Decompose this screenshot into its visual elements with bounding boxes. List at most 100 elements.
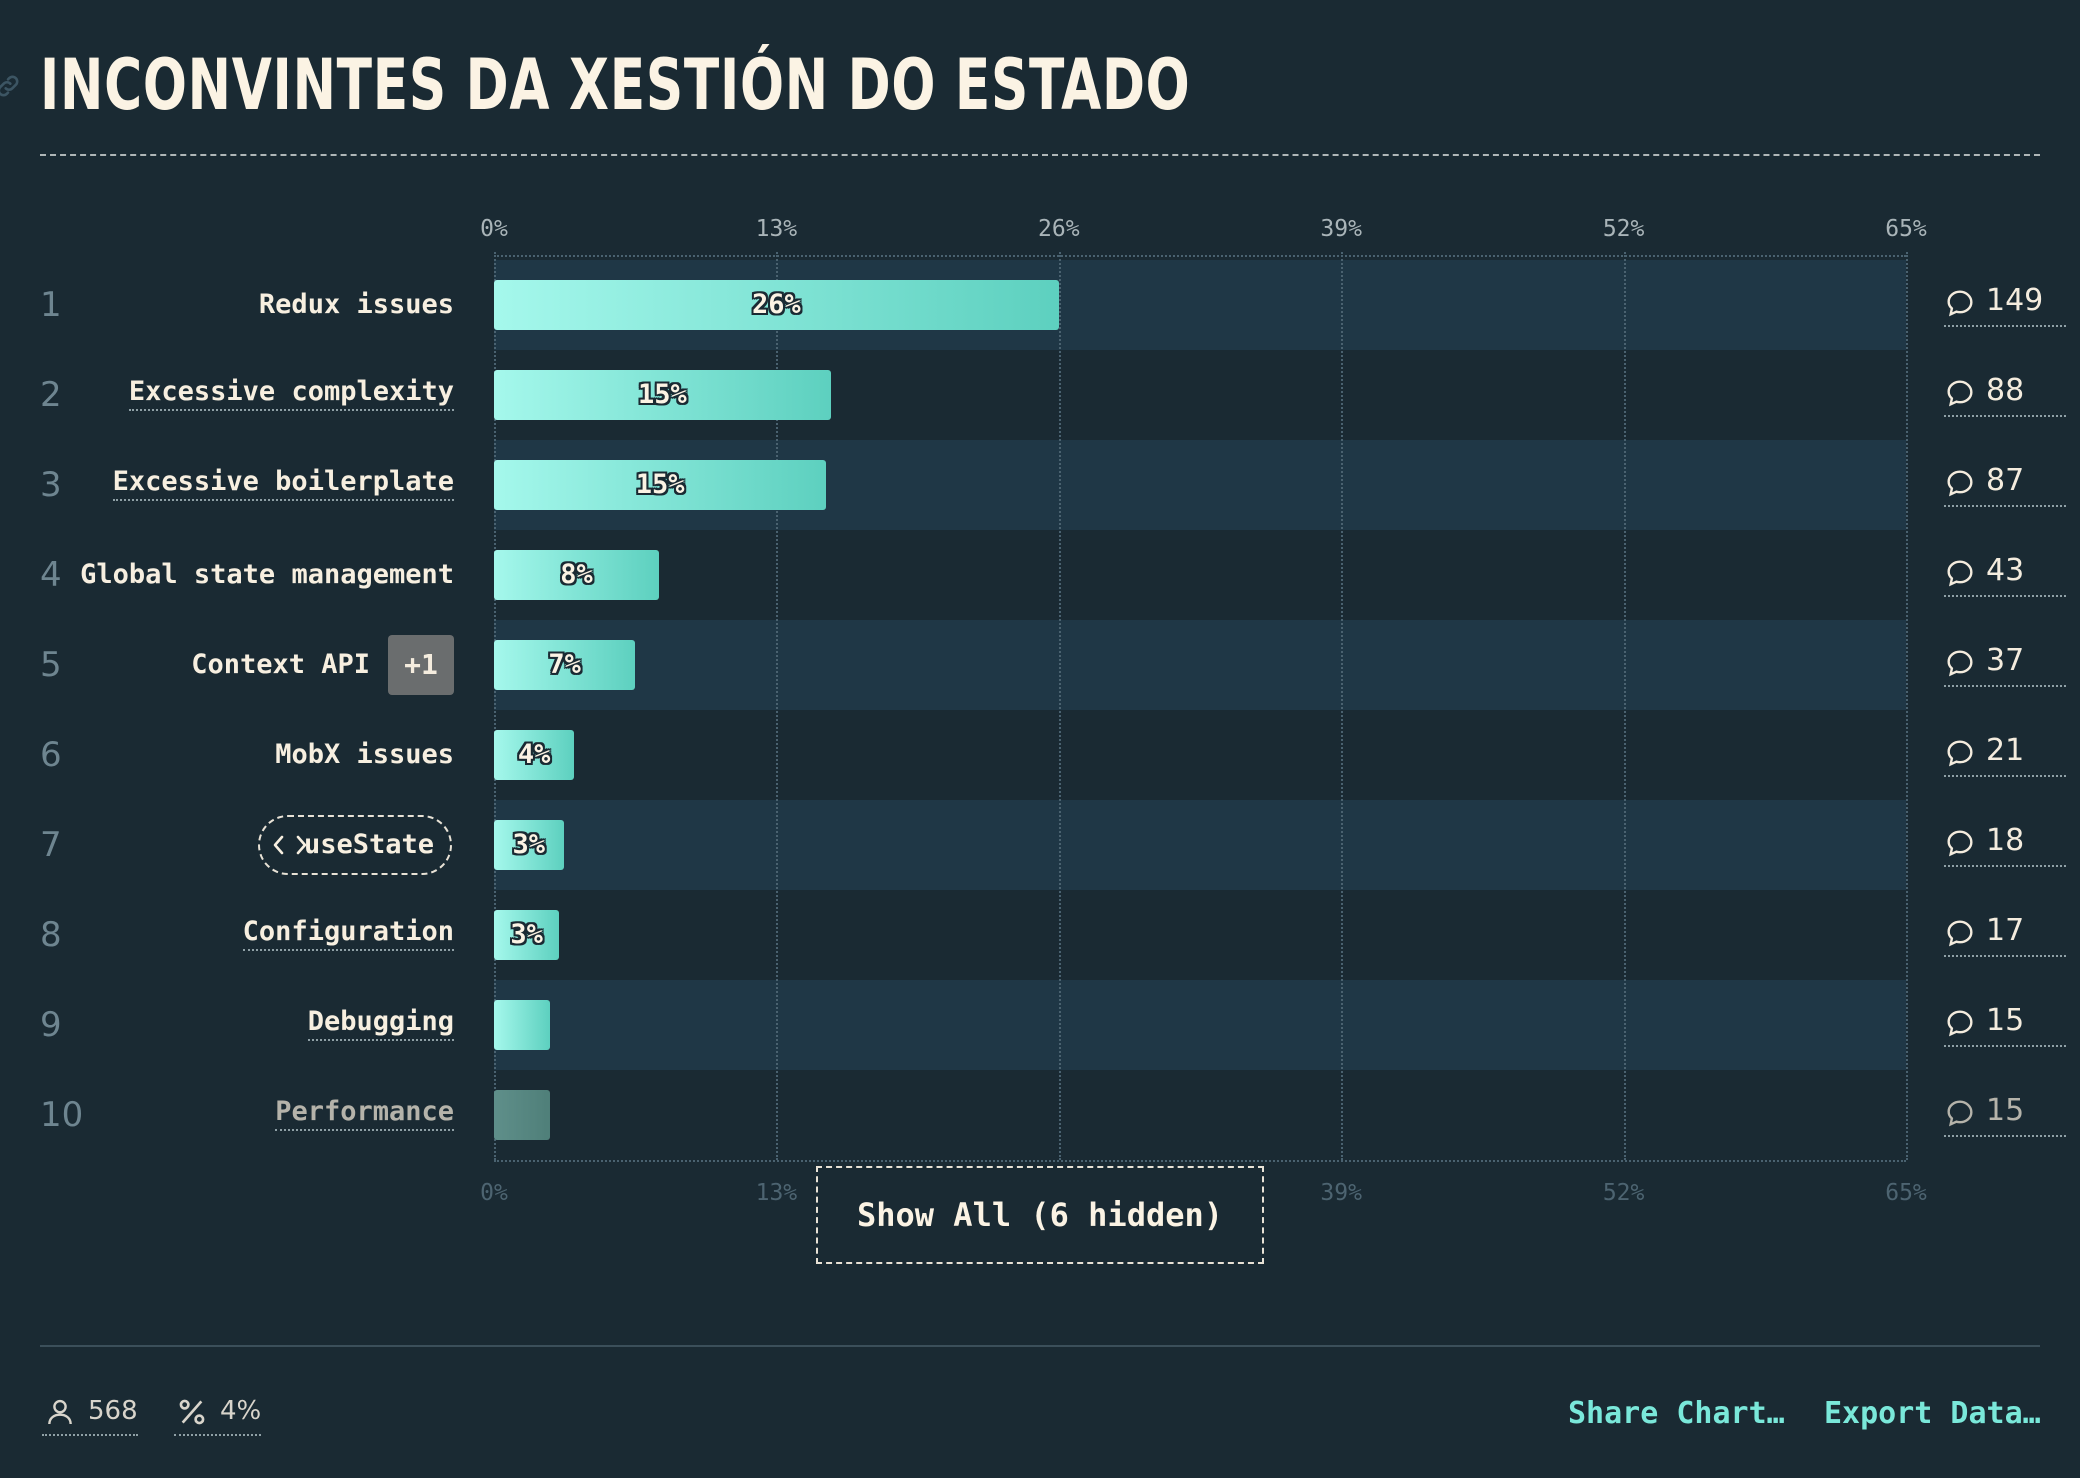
respondents-stat[interactable]: 568 [42, 1394, 138, 1436]
comment-count[interactable]: 149 [1944, 281, 2066, 327]
comment-icon [1947, 650, 1973, 677]
row-label: Context API [191, 649, 370, 680]
comment-icon [1947, 1100, 1973, 1127]
comment-count-value: 18 [1986, 823, 2025, 858]
show-all-button[interactable]: Show All (6 hidden) [816, 1166, 1264, 1264]
bar-value-label: 4% [517, 739, 551, 770]
comment-count-value: 37 [1986, 643, 2025, 678]
row-label[interactable]: Configuration [242, 915, 454, 951]
comment-icon [1947, 290, 1973, 317]
comment-count[interactable]: 88 [1944, 371, 2066, 417]
comment-count-value: 88 [1986, 373, 2025, 408]
x-tick-label-bottom: 52% [1602, 1180, 1645, 1206]
percent-stat[interactable]: 4% [174, 1394, 262, 1436]
x-tick-label-top: 0% [480, 216, 508, 242]
bar-value-label: 3% [510, 919, 543, 950]
row-rank: 8 [40, 915, 62, 955]
comment-count-value: 87 [1986, 463, 2025, 498]
row-band [494, 980, 1906, 1070]
comment-count[interactable]: 21 [1944, 731, 2066, 777]
gridline [1623, 252, 1626, 1160]
row-label: Global state management [80, 559, 454, 590]
row-rank: 9 [40, 1005, 62, 1045]
bar[interactable] [494, 550, 660, 600]
row-band [494, 710, 1906, 800]
row-label[interactable]: Excessive boilerplate [112, 465, 454, 501]
row-rank: 4 [40, 555, 62, 595]
row-rank: 3 [40, 465, 62, 505]
bar[interactable] [494, 1000, 551, 1050]
gridline [776, 252, 779, 1160]
bar-value-label: 26% [752, 289, 801, 320]
comment-count[interactable]: 15 [1944, 1091, 2066, 1137]
export-data-link[interactable]: Export Data… [1824, 1396, 2041, 1431]
bar[interactable] [494, 820, 564, 870]
respondents-count: 568 [88, 1396, 138, 1426]
gridline [1906, 252, 1908, 1160]
gridline [494, 252, 496, 1160]
comment-count[interactable]: 18 [1944, 821, 2066, 867]
x-tick-label-bottom: 0% [480, 1180, 508, 1206]
bar[interactable] [494, 460, 827, 510]
row-label-code-pill[interactable]: useState [258, 815, 452, 875]
comment-count-value: 21 [1986, 733, 2025, 768]
comment-count[interactable]: 37 [1944, 641, 2066, 687]
bar-value-label: 3% [512, 829, 545, 860]
comment-count-value: 43 [1986, 553, 2025, 588]
bottom-axis-line [494, 1160, 1906, 1162]
x-tick-label-bottom: 65% [1885, 1180, 1927, 1206]
x-tick-label-top: 52% [1602, 216, 1645, 242]
comment-count[interactable]: 87 [1944, 461, 2066, 507]
row-rank: 6 [40, 735, 62, 775]
row-rank: 10 [40, 1095, 84, 1135]
row-label: MobX issues [275, 739, 454, 770]
bar[interactable] [494, 730, 575, 780]
percent-icon [179, 1399, 205, 1425]
bar-value-label: 15% [637, 379, 687, 410]
page-title: INCONVINTES DA XESTIÓN DO ESTADO [40, 44, 1191, 126]
bar-value-label: 8% [560, 559, 593, 590]
bar[interactable] [494, 910, 560, 960]
comment-count[interactable]: 17 [1944, 911, 2066, 957]
comment-count-value: 17 [1986, 913, 2025, 948]
bar-value-label: 7% [548, 649, 581, 680]
bar[interactable] [494, 370, 831, 420]
x-tick-label-top: 13% [755, 216, 798, 242]
comment-icon [1947, 1010, 1973, 1037]
code-icon [273, 835, 307, 855]
bar[interactable] [494, 640, 636, 690]
comment-count[interactable]: 15 [1944, 1001, 2066, 1047]
footer-divider [40, 1345, 2040, 1347]
comment-icon [1947, 560, 1973, 587]
comment-icon [1947, 380, 1973, 407]
comment-icon [1947, 470, 1973, 497]
gridline [1341, 252, 1344, 1160]
row-label[interactable]: Debugging [307, 1005, 454, 1041]
comment-icon [1947, 740, 1973, 767]
bar-value-label: 15% [635, 469, 685, 500]
top-axis-line [494, 255, 1906, 257]
comment-count[interactable]: 43 [1944, 551, 2066, 597]
row-band [494, 1070, 1906, 1160]
x-tick-label-top: 39% [1320, 216, 1362, 242]
bar[interactable] [494, 1090, 551, 1140]
row-band [494, 800, 1906, 890]
x-tick-label-bottom: 39% [1320, 1180, 1362, 1206]
comment-count-value: 149 [1986, 283, 2044, 318]
comment-count-value: 15 [1986, 1003, 2025, 1038]
row-label: Redux issues [258, 289, 454, 320]
row-label[interactable]: Excessive complexity [128, 375, 454, 411]
row-band [494, 620, 1906, 710]
row-label[interactable]: Performance [275, 1095, 454, 1131]
x-tick-label-top: 65% [1885, 216, 1927, 242]
link-icon[interactable] [0, 72, 22, 100]
row-band [494, 530, 1906, 620]
more-badge[interactable]: +1 [388, 635, 454, 695]
percent-value: 4% [220, 1396, 262, 1426]
bar[interactable] [494, 280, 1059, 330]
row-rank: 2 [40, 375, 62, 415]
share-chart-link[interactable]: Share Chart… [1568, 1396, 1785, 1431]
row-label: useState [303, 829, 434, 860]
x-tick-label-bottom: 13% [755, 1180, 798, 1206]
row-rank: 1 [40, 285, 62, 325]
